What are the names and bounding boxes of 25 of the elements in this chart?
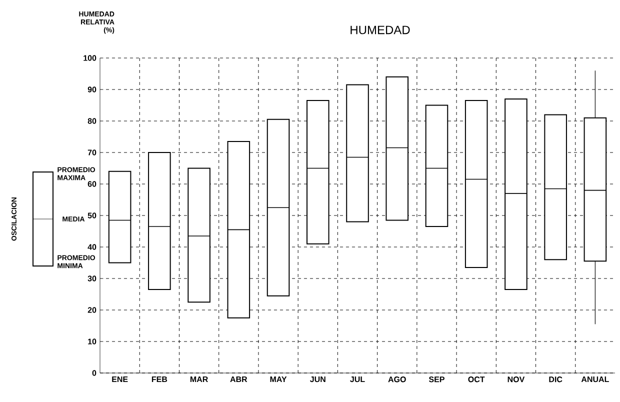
- y-tick-label: 30: [88, 276, 96, 282]
- x-tick-label: ANUAL: [581, 376, 609, 382]
- x-tick-label: JUL: [350, 376, 365, 382]
- y-tick-label: 40: [88, 244, 96, 250]
- x-tick-label: FEB: [152, 376, 168, 382]
- y-tick-label: 80: [88, 118, 96, 124]
- y-tick-label: 60: [88, 181, 96, 187]
- y-tick-label: 70: [88, 150, 96, 156]
- y-tick-label: 0: [92, 370, 96, 376]
- x-tick-label: ENE: [112, 376, 128, 382]
- y-tick-label: 50: [88, 212, 96, 218]
- x-tick-label: JUN: [310, 376, 326, 382]
- x-tick-label: MAY: [270, 376, 287, 382]
- y-tick-label: 90: [88, 86, 96, 92]
- y-tick-label: 100: [84, 55, 96, 61]
- chart-title: HUMEDAD: [350, 26, 410, 34]
- x-tick-label: MAR: [190, 376, 208, 382]
- x-tick-label: NOV: [508, 376, 525, 382]
- y-tick-label: 10: [88, 338, 96, 344]
- y-tick-label: 20: [88, 307, 96, 313]
- x-tick-label: SEP: [428, 376, 444, 382]
- x-tick-label: OCT: [468, 376, 485, 382]
- x-tick-label: AGO: [388, 376, 406, 382]
- x-tick-label: DIC: [549, 376, 562, 382]
- x-tick-label: ABR: [230, 376, 248, 382]
